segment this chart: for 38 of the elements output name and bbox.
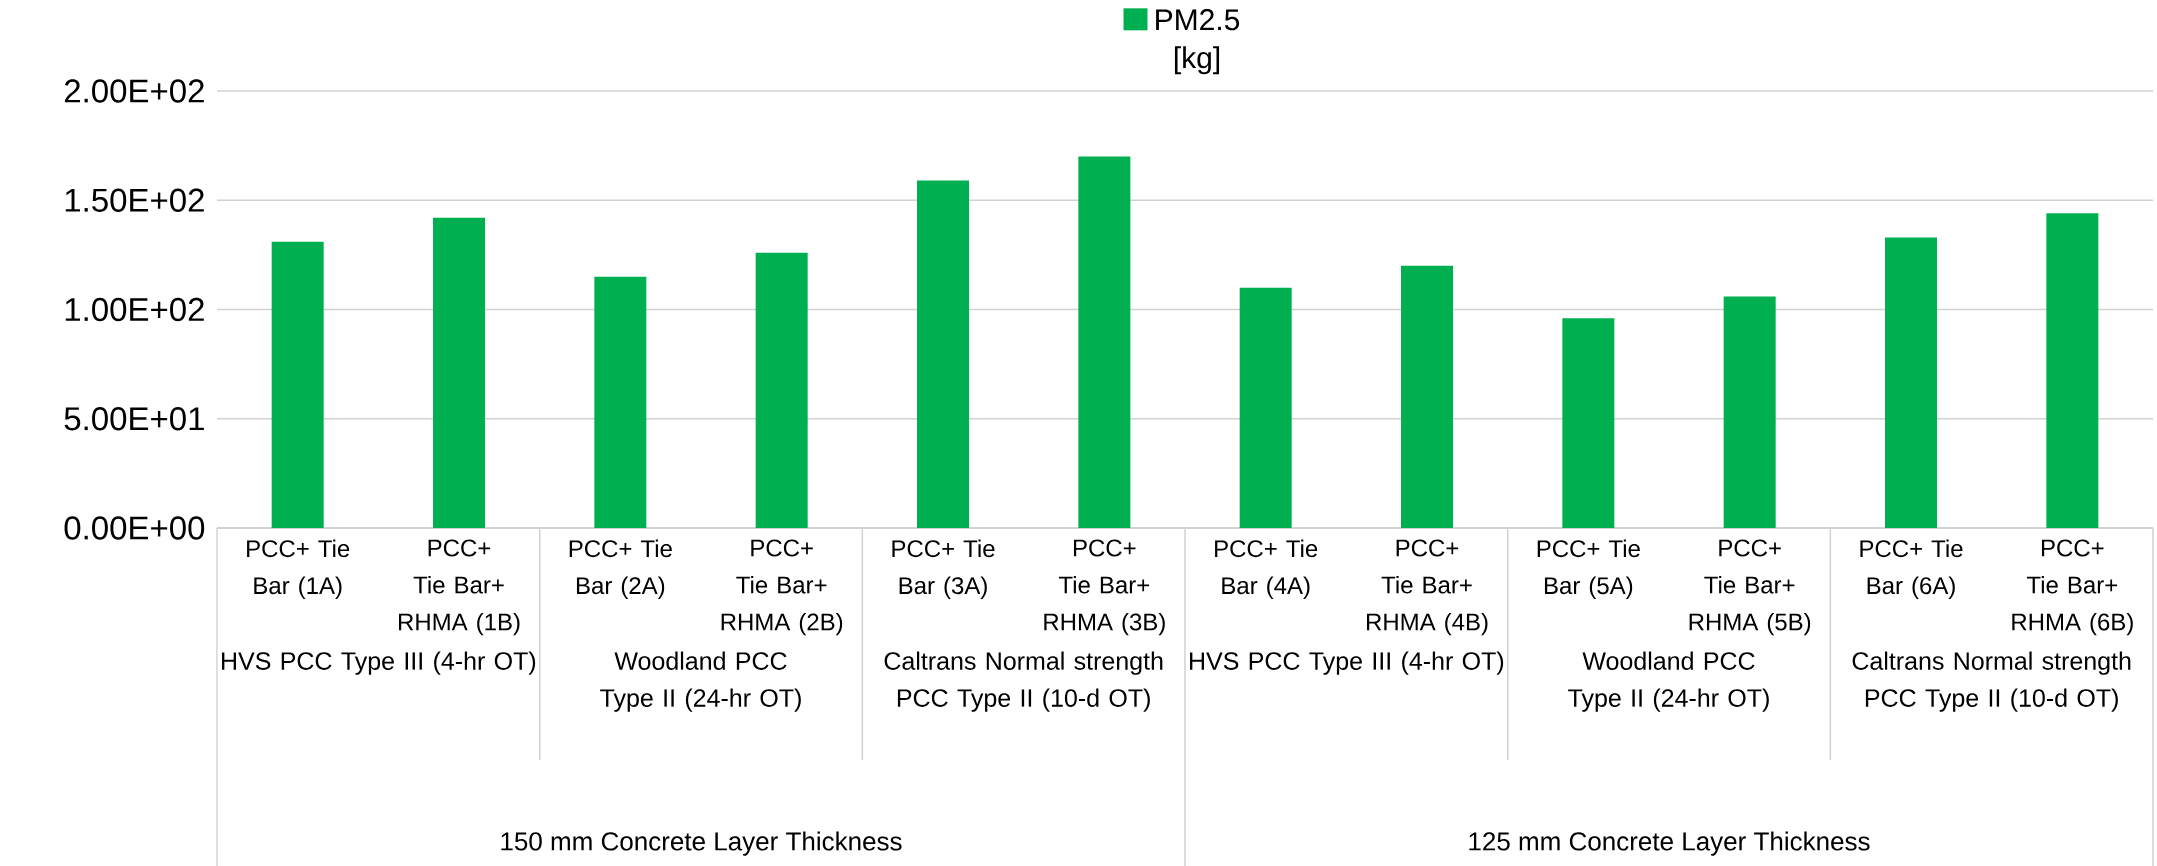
bar xyxy=(1885,237,1938,528)
x-tick-label: PCC+ Tie Bar+ RHMA (4B) xyxy=(1366,539,1488,636)
text: Woodland PCC Type II (24-hr OT) xyxy=(1568,651,1769,712)
y-tick-label: 2.00E+02 xyxy=(64,79,204,103)
bar xyxy=(271,241,324,528)
x-tick-label: PCC+ Tie Bar (3A) xyxy=(892,539,995,599)
bar xyxy=(917,180,970,528)
bar xyxy=(755,252,808,528)
text: HVS PCC Type III (4-hr OT) xyxy=(1190,651,1504,675)
y-tick-label: 5.00E+01 xyxy=(64,407,204,431)
x-tick-label: PCC+ Tie Bar+ RHMA (2B) xyxy=(721,539,843,636)
y-tick-label: 1.50E+02 xyxy=(65,188,204,212)
x-tick-label: PCC+ Tie Bar (6A) xyxy=(1860,539,1963,599)
text: Caltrans Normal strength PCC Type II (10-d OT) xyxy=(884,651,1163,712)
x-tick-label: PCC+ Tie Bar (2A) xyxy=(569,539,672,599)
text: HVS PCC Type III (4-hr OT) xyxy=(222,651,536,675)
legend-label: PM2.5 [kg] xyxy=(1156,9,1240,75)
x-tick-label: PCC+ Tie Bar (4A) xyxy=(1215,539,1318,599)
x-tick-label: PCC+ Tie Bar (1A) xyxy=(247,539,350,599)
bar xyxy=(594,276,647,528)
text: 150 mm Concrete Layer Thickness xyxy=(501,831,902,856)
bar xyxy=(1562,318,1615,528)
x-tick-label: PCC+ Tie Bar+ RHMA (6B) xyxy=(2012,539,2133,636)
x-tick-label: PCC+ Tie Bar+ RHMA (1B) xyxy=(398,539,520,636)
bar xyxy=(1078,156,1131,528)
y-tick-label: 1.00E+02 xyxy=(65,297,204,322)
bar xyxy=(433,217,486,528)
text: 125 mm Concrete Layer Thickness xyxy=(1469,831,1870,856)
y-tick-label: 0.00E+00 xyxy=(64,516,205,540)
x-tick-label: PCC+ Tie Bar+ RHMA (5B) xyxy=(1689,539,1811,636)
bar xyxy=(1401,265,1454,528)
text: Woodland PCC Type II (24-hr OT) xyxy=(600,651,801,712)
x-tick-label: PCC+ Tie Bar (5A) xyxy=(1537,539,1640,599)
bar xyxy=(1723,296,1776,528)
x-tick-label: PCC+ Tie Bar+ RHMA (3B) xyxy=(1044,539,1165,636)
bar xyxy=(2046,213,2099,528)
text: Caltrans Normal strength PCC Type II (10-d OT) xyxy=(1852,651,2131,712)
bar xyxy=(1239,287,1292,528)
